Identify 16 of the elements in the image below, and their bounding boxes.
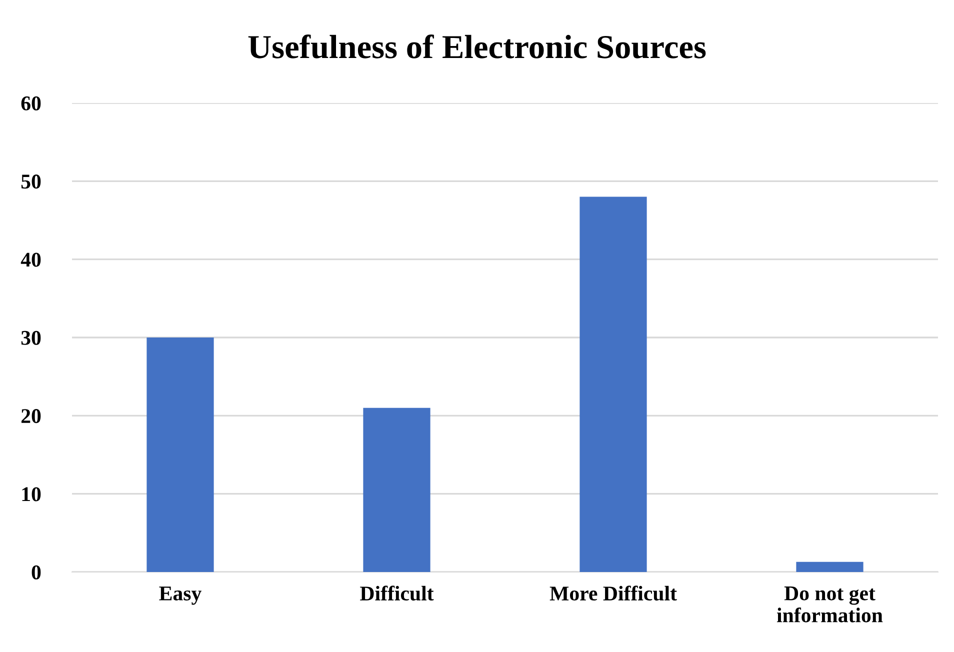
bar	[796, 562, 864, 572]
y-tick-label: 40	[20, 252, 41, 267]
y-tick-label: 0	[32, 565, 41, 580]
y-tick-label: 50	[21, 174, 41, 189]
x-tick-label: Easy	[159, 586, 202, 605]
y-tick-label: 20	[21, 409, 41, 424]
y-tick-label: 30	[21, 330, 41, 345]
y-tick-label: 10	[22, 487, 41, 502]
x-tick-label: More Difficult	[550, 586, 677, 601]
bar	[146, 338, 214, 572]
bar	[363, 408, 430, 572]
bar	[580, 196, 647, 572]
x-tick-label: Difficult	[360, 586, 434, 601]
x-tick-label: Do not get information	[776, 586, 883, 622]
y-tick-label: 60	[21, 96, 41, 110]
chart-title: Usefulness of Electronic Sources	[248, 34, 706, 58]
